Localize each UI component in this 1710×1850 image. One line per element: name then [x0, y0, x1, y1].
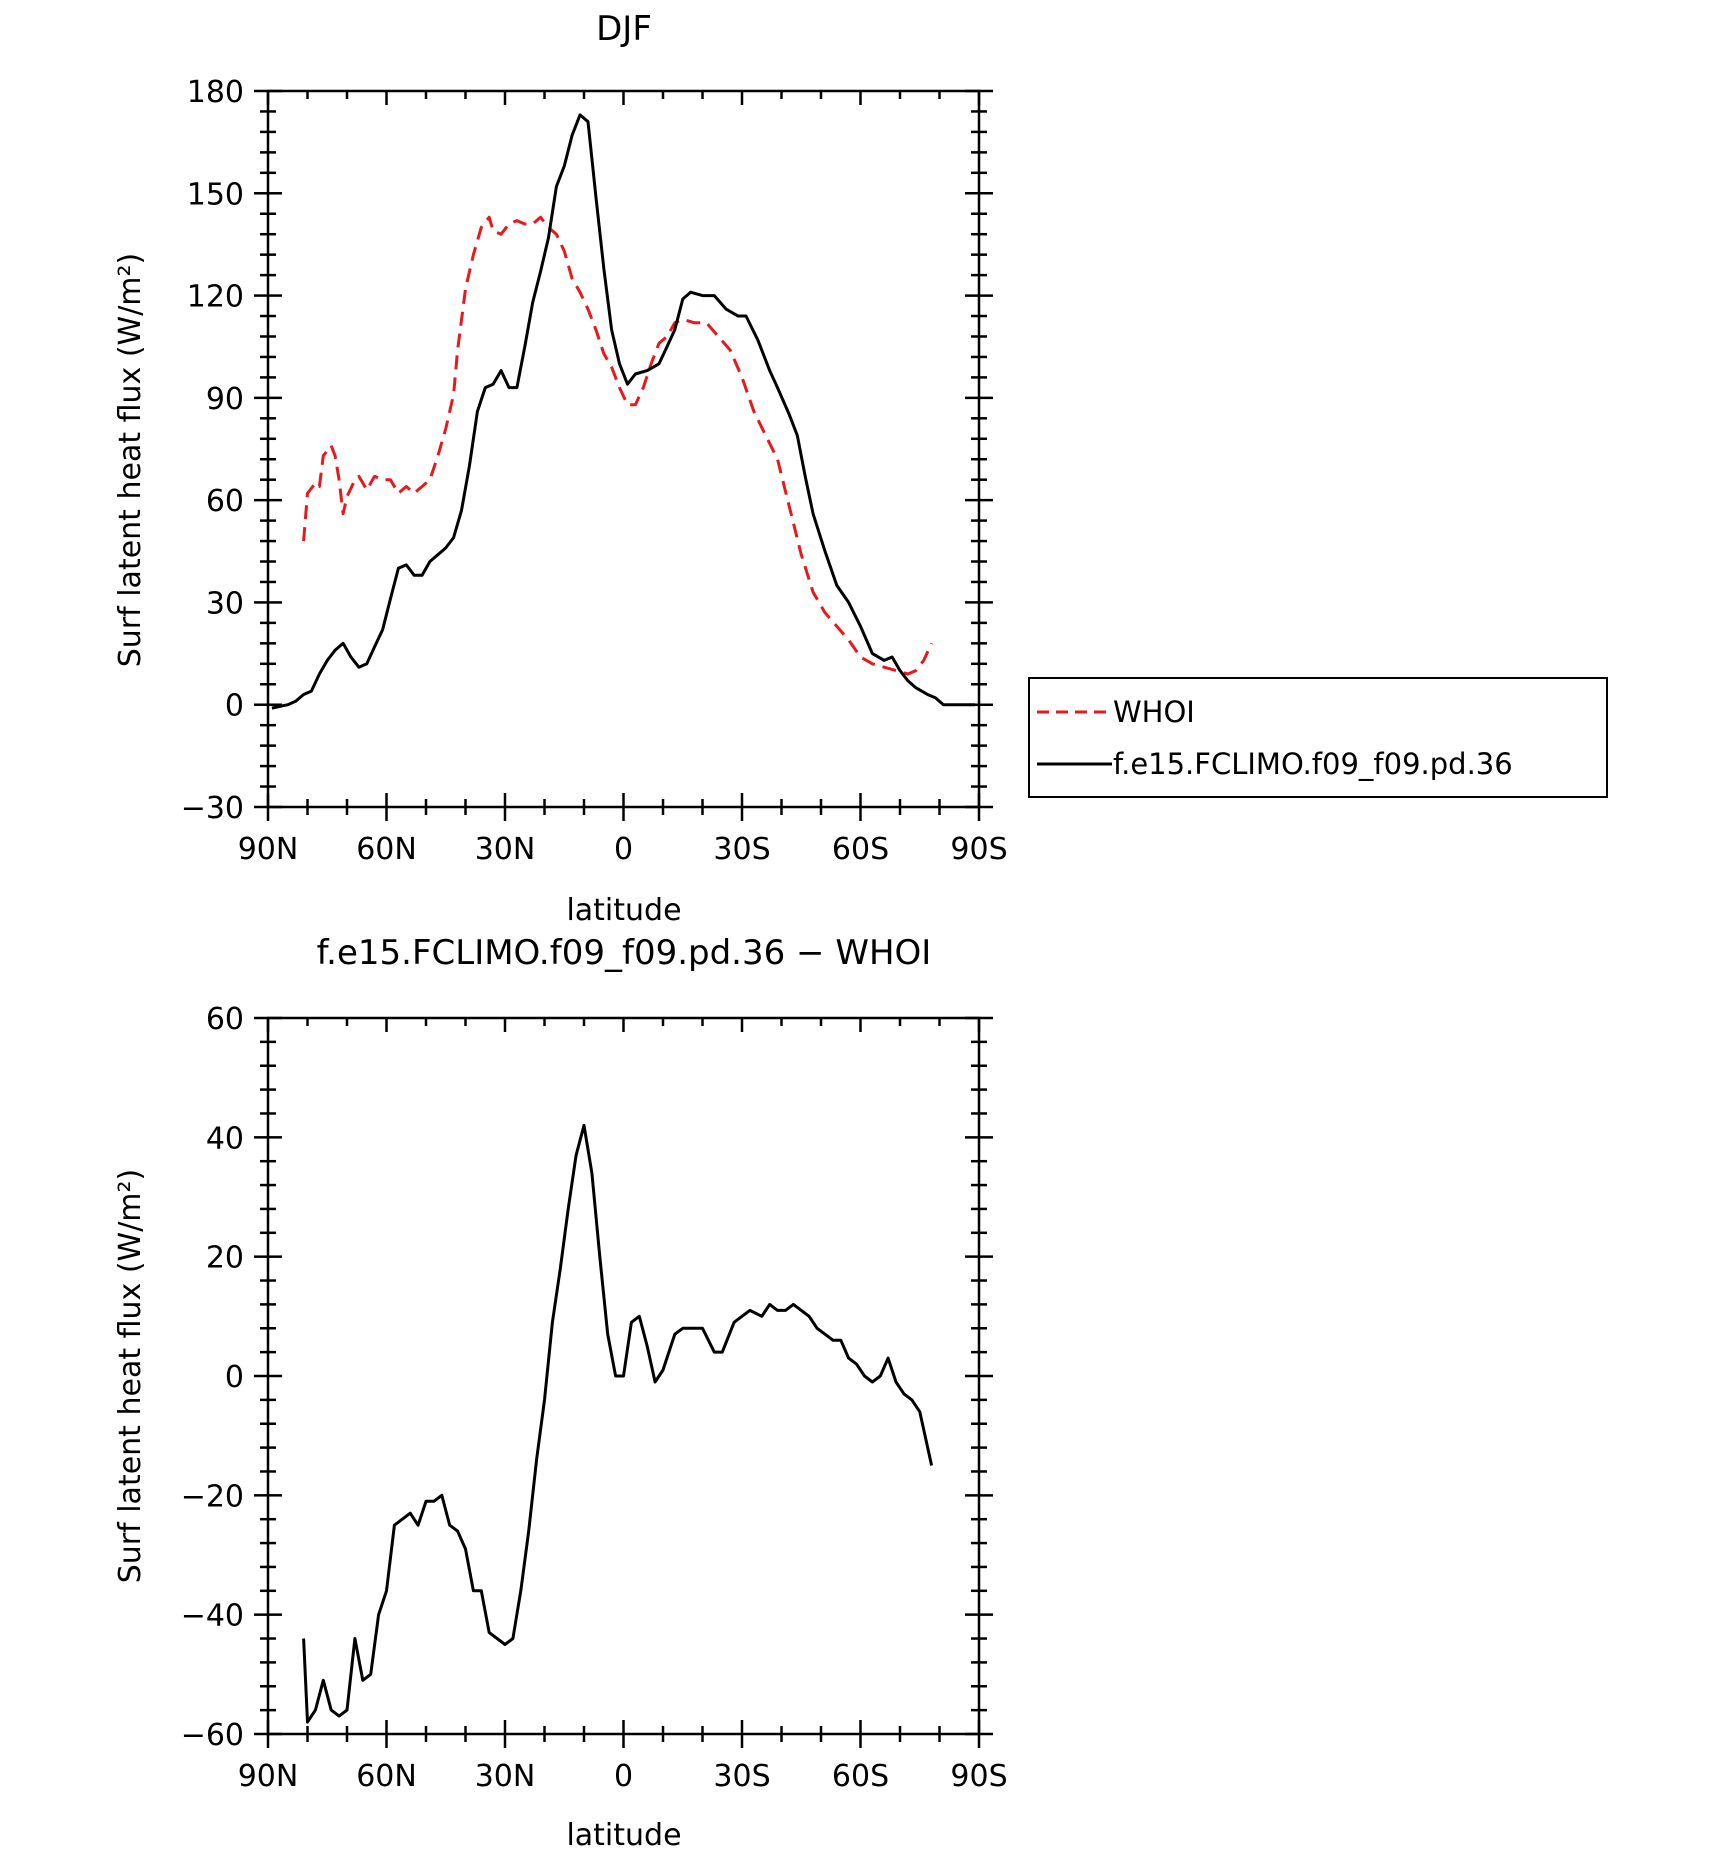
- x-tick-label: 90N: [238, 832, 299, 867]
- x-tick-label: 0: [614, 1759, 633, 1794]
- y-tick-label: 90: [206, 382, 244, 417]
- plot-frame: [266, 89, 981, 809]
- y-tick-label: 60: [206, 1002, 244, 1037]
- x-tick-label: 30S: [713, 1759, 770, 1794]
- y-tick-label: 0: [225, 1360, 244, 1395]
- y-tick-label: −20: [181, 1479, 244, 1514]
- x-tick-label: 60S: [832, 1759, 889, 1794]
- y-axis-label: Surf latent heat flux (W/m²): [113, 253, 148, 668]
- x-tick-label: 30N: [475, 832, 536, 867]
- plot-frame: [266, 1016, 981, 1736]
- y-tick-label: 150: [187, 177, 244, 212]
- legend-box: [1028, 677, 1608, 798]
- x-tick-label: 0: [614, 832, 633, 867]
- legend: WHOI f.e15.FCLIMO.f09_f09.pd.36: [1028, 677, 1608, 798]
- y-tick-label: 0: [225, 689, 244, 724]
- x-tick-label: 60N: [356, 1759, 417, 1794]
- y-tick-label: 20: [206, 1241, 244, 1276]
- chart-title: f.e15.FCLIMO.f09_f09.pd.36 − WHOI: [317, 933, 932, 973]
- axes: 90N 60N 30N 0 30S 60S 90S −60 −40 −20 0 20 40 60: [181, 1002, 1008, 1794]
- x-tick-label: 90N: [238, 1759, 299, 1794]
- x-tick-label: 30S: [713, 832, 770, 867]
- y-axis-label: Surf latent heat flux (W/m²): [113, 1169, 148, 1584]
- axes: 90N 60N 30N 0 30S 60S 90S −30 0 30 60 90 120 150 180: [181, 75, 1008, 867]
- series-lines: [302, 1123, 934, 1724]
- y-tick-label: −40: [181, 1599, 244, 1634]
- panel-top: DJF latitude Surf latent heat flux (W/m²…: [113, 9, 1008, 928]
- y-tick-label: 30: [206, 586, 244, 621]
- x-tick-label: 60S: [832, 832, 889, 867]
- x-tick-label: 30N: [475, 1759, 536, 1794]
- x-tick-label: 90S: [950, 832, 1007, 867]
- legend-label-whoi: WHOI: [1113, 695, 1195, 729]
- legend-label-model: f.e15.FCLIMO.f09_f09.pd.36: [1113, 747, 1513, 781]
- x-tick-label: 90S: [950, 1759, 1007, 1794]
- series-line-f-e15-fclimo-f09-f09-pd-36: [271, 113, 976, 710]
- y-tick-label: −60: [181, 1718, 244, 1753]
- y-tick-label: 120: [187, 280, 244, 315]
- x-tick-label: 60N: [356, 832, 417, 867]
- series-line-difference: [302, 1123, 934, 1724]
- y-tick-label: −30: [181, 791, 244, 826]
- series-lines: [271, 113, 976, 710]
- y-tick-label: 60: [206, 484, 244, 519]
- y-tick-label: 40: [206, 1121, 244, 1156]
- chart-title: DJF: [596, 9, 652, 49]
- x-axis-label: latitude: [566, 893, 681, 928]
- series-line-whoi: [302, 215, 933, 676]
- y-tick-label: 180: [187, 75, 244, 110]
- x-axis-label: latitude: [566, 1818, 681, 1850]
- panel-bottom: f.e15.FCLIMO.f09_f09.pd.36 − WHOI latitu…: [113, 933, 1008, 1850]
